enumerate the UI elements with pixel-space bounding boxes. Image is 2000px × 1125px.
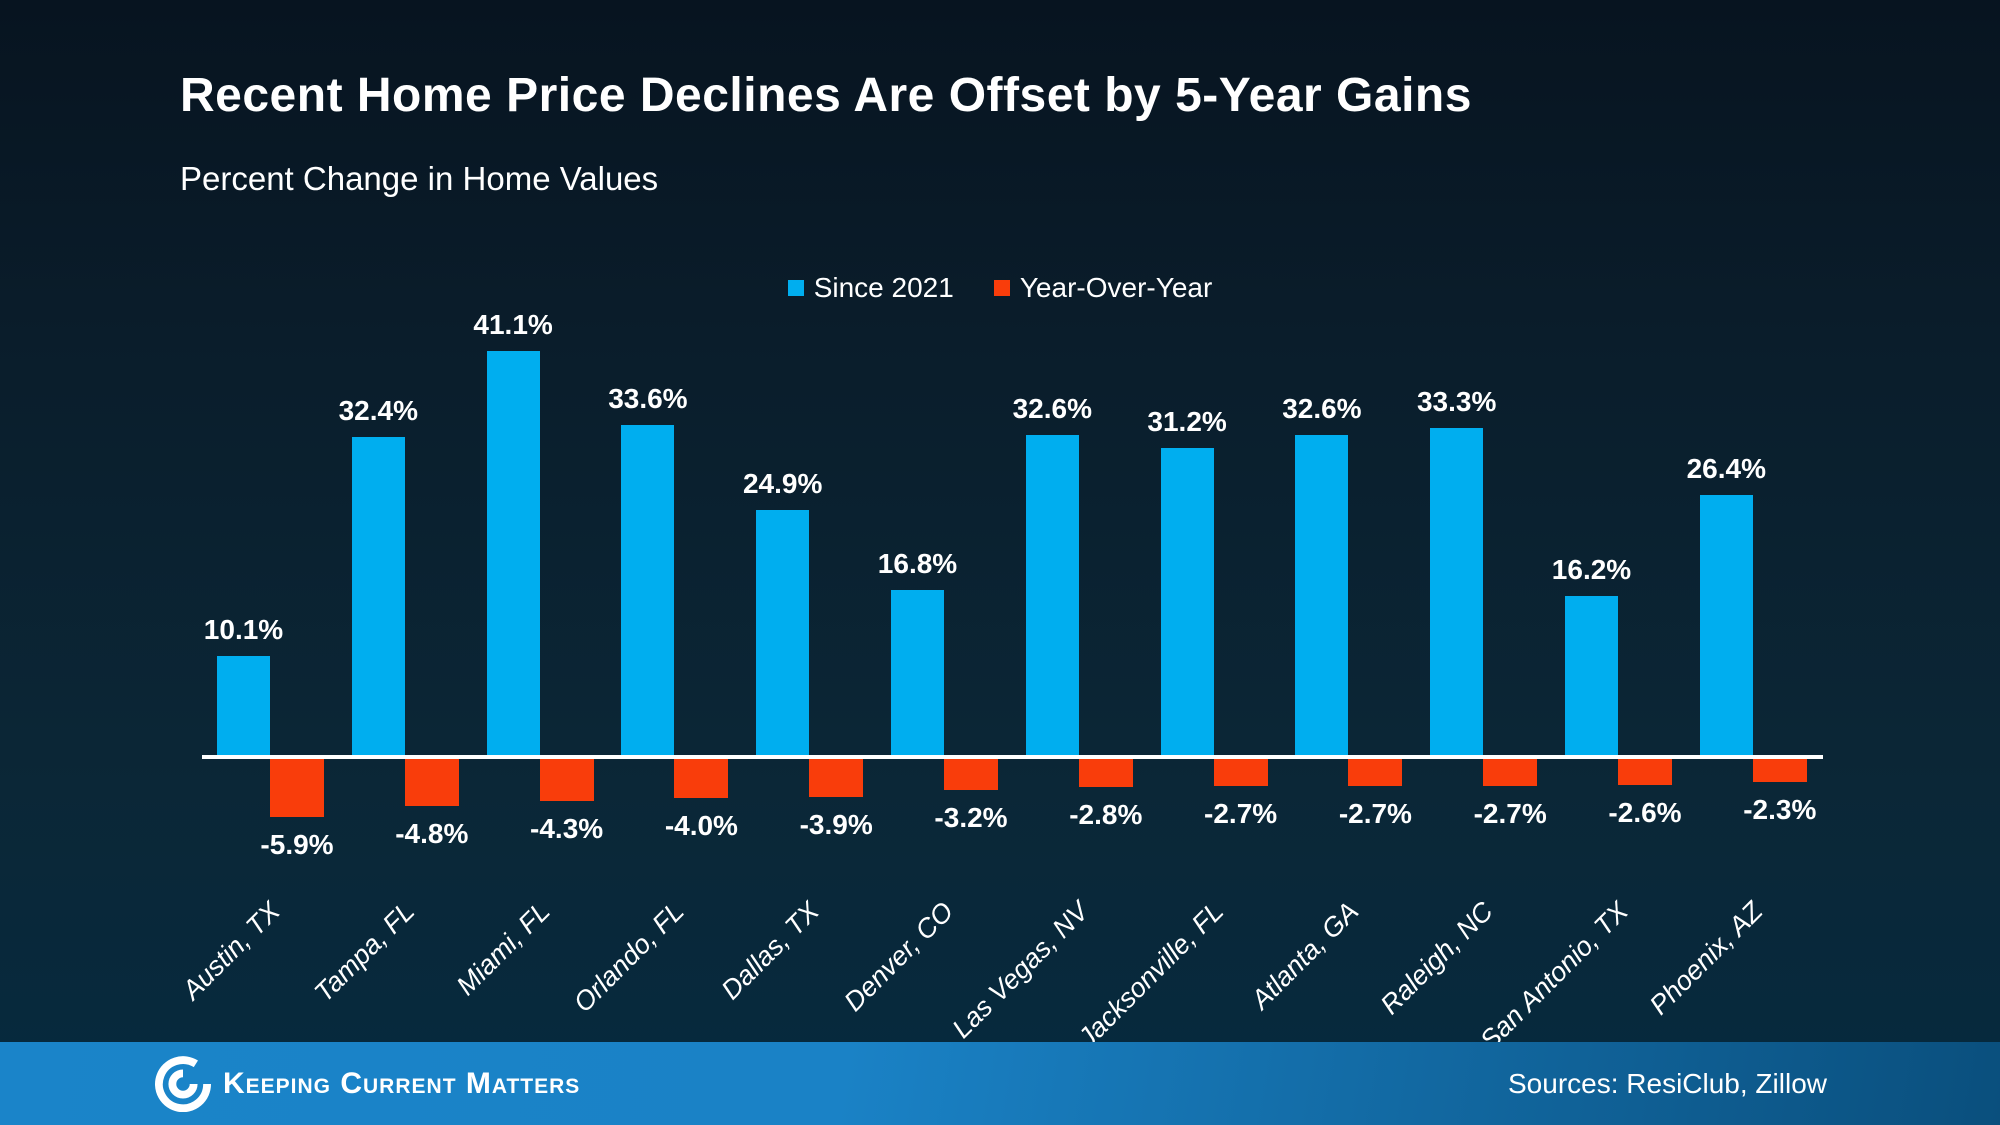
category-label: Dallas, TX xyxy=(715,896,825,1006)
bar-negative xyxy=(1348,759,1403,786)
legend-label: Year-Over-Year xyxy=(1019,272,1213,303)
bar-negative xyxy=(1618,759,1672,785)
bar-negative-label: -4.3% xyxy=(530,813,604,845)
legend-item-0: Since 2021 xyxy=(787,272,954,304)
bar-negative xyxy=(944,759,998,791)
bar-value-label: 32.6% xyxy=(1282,392,1362,424)
category-label: Atlanta, GA xyxy=(1245,896,1365,1015)
bar-negative-label: -4.8% xyxy=(395,818,469,850)
footer-bar: Keeping Current Matters Sources: ResiClu… xyxy=(0,1042,2000,1125)
category-label: Tampa, FL xyxy=(308,896,421,1008)
bar-positive xyxy=(217,655,270,755)
bar-negative-label: -2.7% xyxy=(1338,797,1412,829)
bar-positive xyxy=(486,350,540,755)
bar-negative xyxy=(674,759,729,799)
legend-label: Since 2021 xyxy=(813,272,954,303)
bar-value-label: 10.1% xyxy=(203,613,284,645)
category-label: Las Vegas, NV xyxy=(946,896,1095,1044)
bar-value-label: 26.4% xyxy=(1686,453,1766,485)
category-label: San Antonio, TX xyxy=(1474,896,1634,1056)
bar-value-label: 24.9% xyxy=(742,468,823,500)
bar-positive xyxy=(1295,434,1349,755)
sources-text: Sources: ResiClub, Zillow xyxy=(1508,1067,1827,1099)
bar-negative-label: -3.9% xyxy=(799,809,873,841)
bar-negative-label: -2.7% xyxy=(1473,797,1547,829)
bar-negative xyxy=(1752,759,1807,782)
bar-negative-label: -2.7% xyxy=(1204,797,1278,829)
bar-negative-label: -2.6% xyxy=(1608,796,1682,828)
category-label: Orlando, FL xyxy=(568,896,691,1019)
legend-item-1: Year-Over-Year xyxy=(993,272,1213,304)
category-label: Miami, FL xyxy=(450,896,556,1002)
category-label: Austin, TX xyxy=(176,896,286,1006)
bar-value-label: 32.6% xyxy=(1012,392,1092,424)
brand-lockup: Keeping Current Matters xyxy=(155,1055,581,1112)
bar-value-label: 31.2% xyxy=(1147,406,1227,438)
bar-negative xyxy=(809,759,864,798)
bar-negative xyxy=(539,759,594,802)
bar-value-label: 32.4% xyxy=(338,394,418,426)
bar-negative-label: -4.0% xyxy=(664,810,738,842)
bar-negative xyxy=(404,759,459,807)
bar-value-label: 33.6% xyxy=(608,382,688,414)
bar-negative-label: -2.8% xyxy=(1069,798,1143,830)
bar-value-label: 16.2% xyxy=(1551,553,1632,585)
category-label: Jacksonville, FL xyxy=(1072,896,1230,1054)
bar-value-label: 33.3% xyxy=(1416,385,1497,417)
bar-positive xyxy=(1699,495,1753,755)
bar-negative xyxy=(270,759,324,817)
bar-negative xyxy=(1483,759,1538,786)
bar-positive xyxy=(1025,434,1079,755)
bar-positive xyxy=(756,510,810,755)
legend-swatch-icon xyxy=(787,280,804,296)
bar-positive xyxy=(351,436,405,755)
category-label: Denver, CO xyxy=(838,896,960,1017)
bar-negative xyxy=(1213,759,1268,786)
bar-positive xyxy=(1565,595,1618,755)
bar-value-label: 41.1% xyxy=(473,308,553,340)
bar-positive xyxy=(891,589,944,755)
bar-value-label: 16.8% xyxy=(877,547,958,579)
page-title: Recent Home Price Declines Are Offset by… xyxy=(180,69,1472,122)
chart-legend: Since 2021 Year-Over-Year xyxy=(0,272,2000,304)
zero-axis-line xyxy=(202,755,1823,759)
bar-negative xyxy=(1078,759,1133,787)
chart-subtitle: Percent Change in Home Values xyxy=(180,160,659,197)
category-label: Phoenix, AZ xyxy=(1644,896,1769,1021)
bar-negative-label: -2.3% xyxy=(1743,793,1817,825)
bar-positive xyxy=(621,424,675,755)
bar-positive xyxy=(1430,427,1484,755)
bar-positive xyxy=(1160,448,1214,755)
brand-swirl-logo-icon xyxy=(155,1055,211,1112)
brand-name: Keeping Current Matters xyxy=(223,1066,581,1100)
legend-swatch-icon xyxy=(993,280,1010,296)
bar-negative-label: -3.2% xyxy=(934,802,1008,834)
bar-negative-label: -5.9% xyxy=(260,828,334,860)
category-label: Raleigh, NC xyxy=(1374,896,1499,1021)
